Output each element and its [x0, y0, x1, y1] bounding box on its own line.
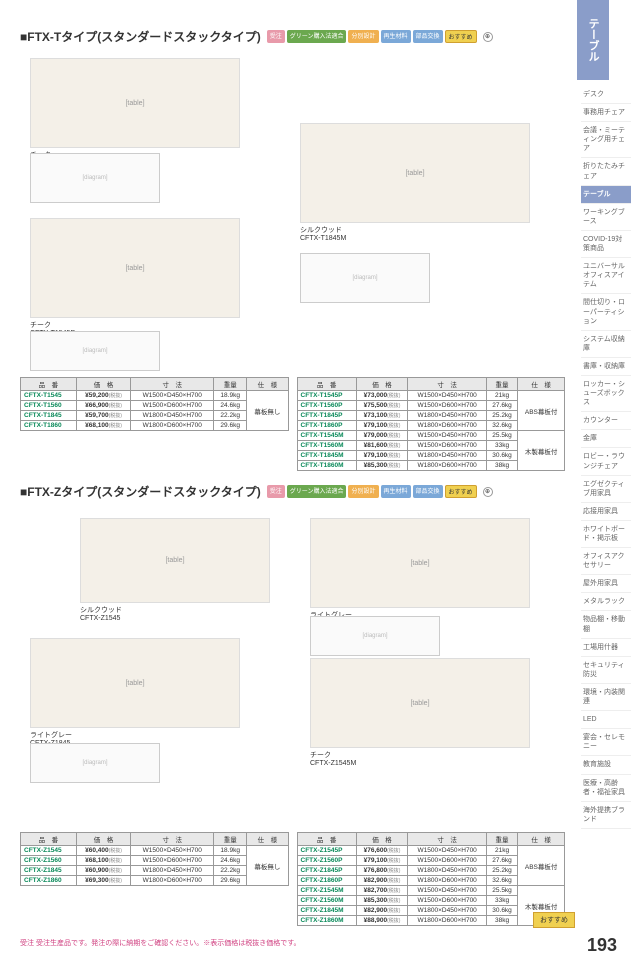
sidebar-category[interactable]: 宴会・セレモニー — [581, 729, 631, 756]
sidebar-category[interactable]: 屋外用家具 — [581, 575, 631, 593]
section-title: ■FTX-Zタイプ(スタンダードスタックタイプ) — [20, 483, 261, 500]
sidebar-category[interactable]: COVID-19対策商品 — [581, 231, 631, 258]
sidebar-category[interactable]: 教育施設 — [581, 756, 631, 774]
badge: 分別設計 — [348, 30, 378, 43]
product-label: シルクウッドCFTX-Z1545 — [80, 605, 270, 622]
spec-table: 品 番価 格寸 法重量仕 様CFTX-T1545P¥73,000(税抜)W150… — [297, 377, 566, 471]
sidebar-category[interactable]: デスク — [581, 86, 631, 104]
product-image: [table] — [30, 58, 240, 148]
spec-table: 品 番価 格寸 法重量仕 様CFTX-Z1545P¥76,600(税抜)W150… — [297, 832, 566, 926]
sidebar-category[interactable]: ロビー・ラウンジチェア — [581, 448, 631, 475]
product-image: [table] — [310, 658, 530, 748]
expand-icon: ⊕ — [483, 32, 493, 42]
badge: 部品交換 — [413, 30, 443, 43]
table-row: CFTX-T1545P¥73,000(税抜)W1500×D450×H70021k… — [297, 391, 565, 401]
sidebar-category[interactable]: 医療・高齢者・福祉家具 — [581, 775, 631, 802]
sidebar-category[interactable]: 海外提携ブランド — [581, 802, 631, 829]
table-row: CFTX-T1545M¥79,000(税抜)W1500×D450×H70025.… — [297, 431, 565, 441]
sidebar-category[interactable]: システム収納庫 — [581, 331, 631, 358]
badge: 再生材料 — [381, 485, 411, 498]
sidebar-category[interactable]: オフィスアクセサリー — [581, 548, 631, 575]
badge: グリーン購入法適合 — [287, 485, 347, 498]
page-number: 193 — [587, 935, 617, 956]
sidebar-category[interactable]: セキュリティ防災 — [581, 657, 631, 684]
badge: 分別設計 — [348, 485, 378, 498]
table-row: CFTX-Z1545M¥82,700(税抜)W1500×D450×H70025.… — [297, 886, 565, 896]
sidebar-category[interactable]: 工場用什器 — [581, 639, 631, 657]
sidebar-category[interactable]: 書庫・収納庫 — [581, 358, 631, 376]
sidebar-tab: テーブル — [577, 0, 609, 80]
recommend-badge: おすすめ — [533, 912, 575, 928]
expand-icon: ⊕ — [483, 487, 493, 497]
sidebar-category[interactable]: テーブル — [581, 186, 631, 204]
badge: グリーン購入法適合 — [287, 30, 347, 43]
sidebar-category[interactable]: LED — [581, 711, 631, 729]
product-image: [table] — [30, 638, 240, 728]
sidebar-category[interactable]: カウンター — [581, 412, 631, 430]
dimension-diagram: [diagram] — [30, 331, 160, 371]
table-row: CFTX-Z1545¥60,400(税抜)W1500×D450×H70018.9… — [21, 846, 289, 856]
dimension-diagram: [diagram] — [310, 616, 440, 656]
sidebar-category[interactable]: 金庫 — [581, 430, 631, 448]
product-label: チークCFTX-Z1545M — [310, 750, 530, 767]
product-image: [table] — [30, 218, 240, 318]
badge: 部品交換 — [413, 485, 443, 498]
sidebar-category[interactable]: 折りたたみチェア — [581, 158, 631, 185]
sidebar-category[interactable]: ワーキングブース — [581, 204, 631, 231]
spec-table: 品 番価 格寸 法重量仕 様CFTX-T1545¥59,200(税抜)W1500… — [20, 377, 289, 431]
badge: 再生材料 — [381, 30, 411, 43]
badge: 受注 — [267, 30, 285, 43]
badge: 受注 — [267, 485, 285, 498]
spec-table: 品 番価 格寸 法重量仕 様CFTX-Z1545¥60,400(税抜)W1500… — [20, 832, 289, 886]
sidebar-category[interactable]: ホワイトボード・掲示板 — [581, 521, 631, 548]
product-image: [table] — [310, 518, 530, 608]
dimension-diagram: [diagram] — [300, 253, 430, 303]
product-image: [table] — [300, 123, 530, 223]
product-image: [table] — [80, 518, 270, 603]
product-label: シルクウッドCFTX-T1845M — [300, 225, 530, 242]
table-row: CFTX-Z1545P¥76,600(税抜)W1500×D450×H70021k… — [297, 846, 565, 856]
sidebar-category[interactable]: 物品棚・移動棚 — [581, 611, 631, 638]
sidebar-category[interactable]: ユニバーサルオフィスアイテム — [581, 258, 631, 294]
sidebar-category[interactable]: ロッカー・シューズボックス — [581, 376, 631, 412]
sidebar-category[interactable]: 応接用家具 — [581, 503, 631, 521]
sidebar-category[interactable]: 会議・ミーティング用チェア — [581, 122, 631, 158]
section-title: ■FTX-Tタイプ(スタンダードスタックタイプ) — [20, 28, 261, 45]
sidebar-category[interactable]: エグゼクティブ用家具 — [581, 476, 631, 503]
dimension-diagram: [diagram] — [30, 743, 160, 783]
footnote: 受注 受注生産品です。発注の際に納期をご確認ください。※表示価格は税抜き価格です… — [20, 938, 565, 948]
sidebar-category[interactable]: 環境・内装関連 — [581, 684, 631, 711]
dimension-diagram: [diagram] — [30, 153, 160, 203]
sidebar-category[interactable]: 間仕切り・ローパーティション — [581, 294, 631, 330]
sidebar-category[interactable]: メタルラック — [581, 593, 631, 611]
category-sidebar: テーブル デスク事務用チェア会議・ミーティング用チェア折りたたみチェアテーブルワ… — [577, 0, 635, 835]
badge: おすすめ — [445, 485, 477, 498]
sidebar-category[interactable]: 事務用チェア — [581, 104, 631, 122]
badge: おすすめ — [445, 30, 477, 43]
table-row: CFTX-T1545¥59,200(税抜)W1500×D450×H70018.9… — [21, 391, 289, 401]
